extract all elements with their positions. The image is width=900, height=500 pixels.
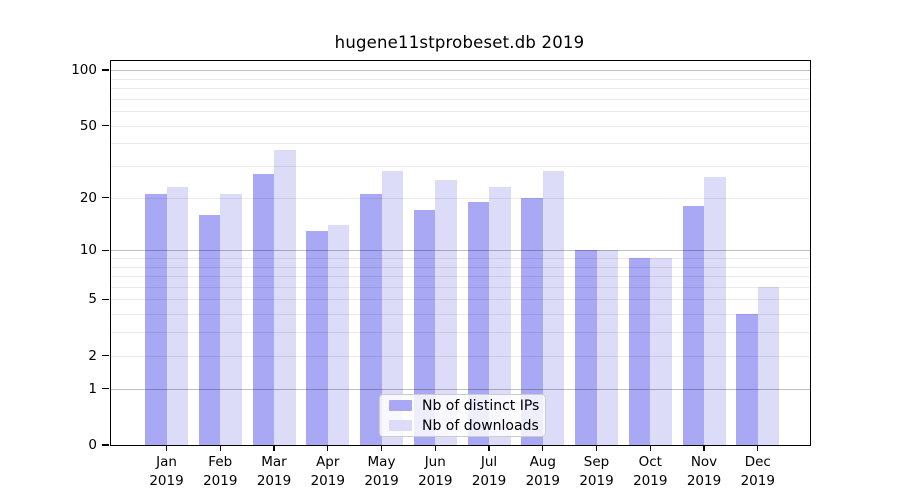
bar-jul-downloads	[489, 186, 511, 445]
x-tick-mark-may	[380, 445, 383, 451]
bar-sep-distinct-ips	[575, 250, 597, 445]
bar-jan-downloads	[166, 186, 188, 445]
bar-oct-distinct-ips	[628, 257, 651, 445]
y-tick-label-1: 1	[88, 380, 97, 397]
y-tick-label-20: 20	[79, 189, 97, 206]
legend-label-downloads: Nb of downloads	[422, 417, 539, 434]
y-tick-label-100: 100	[71, 62, 97, 79]
y-axis: 0 1 2 5 10 20 50 100	[71, 61, 810, 452]
legend: Nb of distinct IPs Nb of downloads	[379, 394, 546, 437]
x-tick-label-may: May 2019	[364, 454, 399, 489]
y-tick-label-2: 2	[88, 347, 97, 364]
x-tick-mark-feb	[219, 445, 221, 451]
bar-apr-downloads	[327, 225, 350, 445]
bar-aug-distinct-ips	[521, 197, 543, 445]
y-tick-mark-50	[102, 124, 109, 127]
legend-swatch-distinct-ips	[389, 400, 412, 411]
x-axis: Jan 2019 Feb 2019 Mar 2019 Apr 2019 May 2019 Jun 20…	[111, 61, 810, 489]
legend-item-distinct-ips: Nb of distinct IPs	[389, 398, 545, 414]
x-tick-label-jan: Jan 2019	[149, 454, 184, 489]
bar-mar-downloads	[274, 149, 296, 445]
y-tick-mark-2	[102, 355, 109, 357]
chart-title: hugene11stprobeset.db 2019	[334, 33, 585, 52]
bar-feb-downloads	[220, 193, 242, 445]
y-tick-mark-5	[102, 298, 109, 301]
x-tick-label-feb: Feb 2019	[203, 454, 238, 489]
x-tick-mark-nov	[703, 445, 705, 451]
plot-area: 0 1 2 5 10 20 50 100 Jan 2019 Feb 2019 Mar 2019 Apr 20…	[71, 60, 811, 489]
y-tick-label-0: 0	[88, 437, 97, 453]
x-tick-label-sep: Sep 2019	[579, 454, 614, 489]
x-tick-label-mar: Mar 2019	[256, 454, 292, 489]
bar-dec-distinct-ips	[736, 314, 758, 445]
x-tick-mark-mar	[273, 445, 275, 451]
x-tick-mark-jul	[488, 445, 490, 451]
bar-nov-downloads	[704, 177, 726, 445]
y-tick-mark-1	[102, 387, 109, 390]
x-tick-mark-jun	[434, 445, 436, 451]
x-tick-label-apr: Apr 2019	[310, 454, 345, 489]
x-tick-label-aug: Aug 2019	[525, 454, 560, 489]
y-tick-mark-20	[102, 196, 109, 199]
x-tick-mark-oct	[649, 445, 651, 451]
bar-jun-downloads	[435, 180, 457, 445]
bar-apr-distinct-ips	[306, 230, 328, 445]
y-tick-mark-0	[102, 444, 109, 446]
bar-sep-downloads	[596, 250, 618, 445]
bar-jul-distinct-ips	[467, 201, 489, 445]
x-tick-mark-jan	[165, 445, 168, 451]
x-tick-mark-dec	[757, 445, 759, 451]
x-tick-label-nov: Nov 2019	[686, 454, 722, 489]
bar-may-downloads	[381, 171, 403, 445]
legend-label-distinct-ips: Nb of distinct IPs	[422, 397, 540, 414]
bar-dec-downloads	[757, 286, 780, 445]
bar-feb-distinct-ips	[198, 214, 221, 445]
y-tick-label-10: 10	[79, 242, 97, 259]
y-tick-mark-100	[102, 69, 109, 71]
x-tick-mark-apr	[327, 445, 329, 451]
bar-aug-downloads	[542, 171, 565, 445]
y-tick-mark-10	[102, 249, 109, 251]
y-tick-label-50: 50	[79, 117, 97, 134]
legend-swatch-downloads	[389, 420, 412, 431]
x-tick-mark-sep	[595, 445, 598, 451]
x-tick-label-jun: Jun 2019	[418, 454, 453, 489]
x-tick-label-oct: Oct 2019	[633, 454, 668, 489]
bar-mar-distinct-ips	[252, 174, 274, 445]
legend-item-downloads: Nb of downloads	[389, 418, 545, 434]
x-tick-mark-aug	[542, 445, 544, 451]
bar-nov-distinct-ips	[682, 205, 704, 445]
x-tick-label-jul: Jul 2019	[471, 454, 507, 489]
bars-layer	[111, 61, 810, 445]
bar-may-distinct-ips	[360, 193, 382, 445]
bar-oct-downloads	[650, 257, 672, 445]
y-tick-label-5: 5	[88, 291, 97, 308]
bar-jun-distinct-ips	[413, 210, 436, 445]
x-tick-label-dec: Dec 2019	[740, 454, 775, 489]
bar-jan-distinct-ips	[145, 193, 167, 445]
